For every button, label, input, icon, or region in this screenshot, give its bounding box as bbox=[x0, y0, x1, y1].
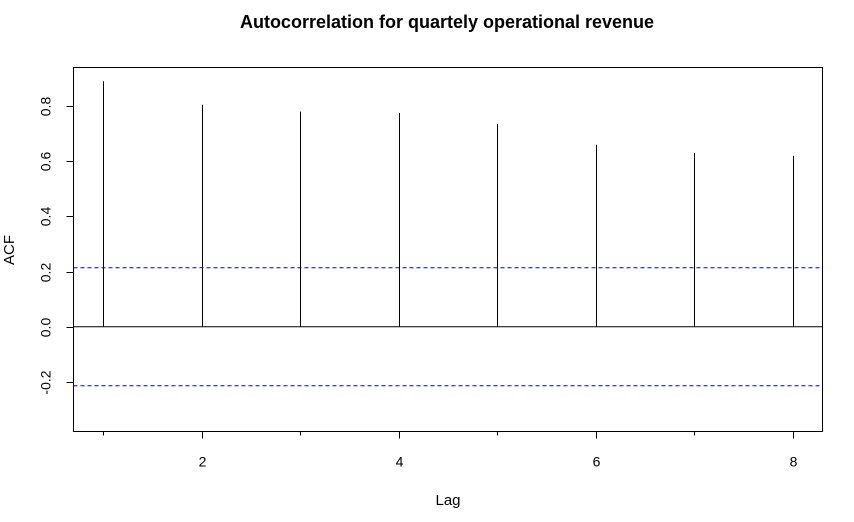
chart-title: Autocorrelation for quartely operational… bbox=[240, 12, 654, 32]
plot-frame bbox=[73, 67, 823, 432]
x-tick-label: 8 bbox=[790, 454, 798, 470]
acf-bars bbox=[103, 81, 794, 327]
y-tick-label: 0.0 bbox=[38, 318, 54, 338]
y-tick-label: 0.4 bbox=[38, 207, 54, 227]
x-tick-label: 4 bbox=[396, 454, 404, 470]
y-axis-label: ACF bbox=[1, 235, 18, 265]
confidence-bounds bbox=[73, 267, 823, 387]
y-tick-label: 0.6 bbox=[38, 152, 54, 172]
x-tick-label: 6 bbox=[593, 454, 601, 470]
x-tick-label: 2 bbox=[199, 454, 207, 470]
x-axis-label: Lag bbox=[435, 492, 460, 509]
y-axis: -0.2 0.0 0.2 0.4 0.6 0.8 bbox=[38, 97, 74, 395]
y-tick-label: -0.2 bbox=[38, 370, 54, 394]
y-tick-label: 0.2 bbox=[38, 263, 54, 283]
y-tick-label: 0.8 bbox=[38, 97, 54, 117]
x-axis: 2 4 6 8 bbox=[103, 431, 798, 470]
